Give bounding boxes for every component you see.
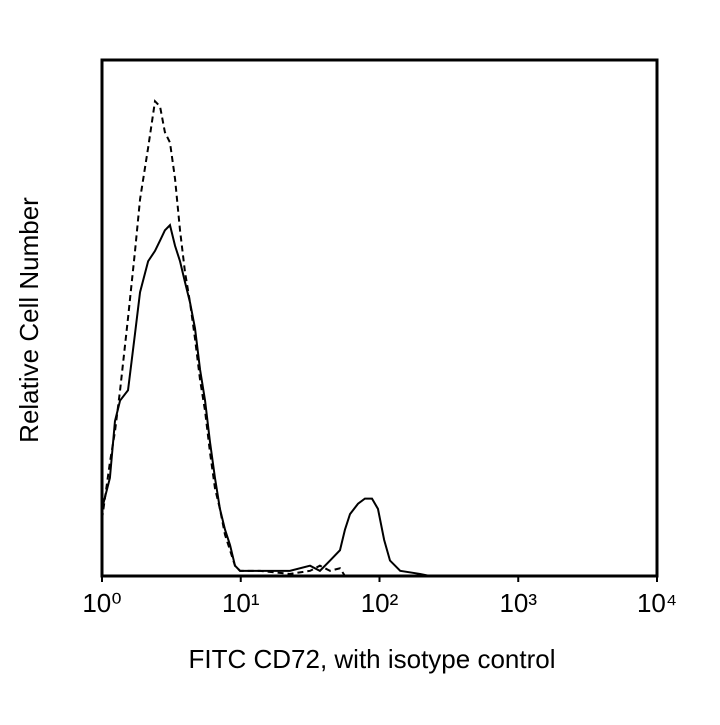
- y-axis-label: Relative Cell Number: [14, 197, 44, 443]
- x-tick-label: 10⁴: [637, 588, 677, 618]
- histogram-line: [101, 99, 430, 577]
- histogram-line: [101, 223, 431, 577]
- x-axis-label: FITC CD72, with isotype control: [188, 644, 555, 674]
- x-tick-label: 10⁰: [82, 588, 121, 618]
- plot-frame: [100, 58, 659, 578]
- x-tick-label: 10¹: [222, 588, 260, 618]
- x-tick-label: 10³: [499, 588, 537, 618]
- x-tick-label: 10²: [361, 588, 399, 618]
